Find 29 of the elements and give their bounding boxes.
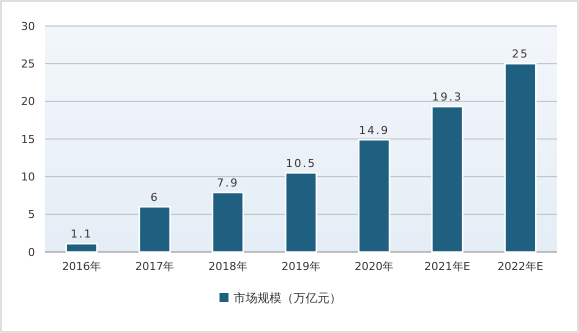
- y-tick-label: 20: [21, 95, 35, 108]
- bar: [504, 62, 537, 253]
- data-label: 10.5: [286, 156, 316, 170]
- bar: [284, 172, 318, 253]
- data-label: 7.9: [216, 176, 239, 190]
- bar: [431, 106, 464, 253]
- bar: [65, 242, 98, 253]
- data-label: 14.9: [358, 124, 390, 137]
- x-tick-label: 2017年: [135, 260, 174, 273]
- y-tick-label: 0: [28, 246, 35, 259]
- y-tick-label: 10: [21, 170, 35, 184]
- x-tick-label: 2019年: [282, 260, 320, 273]
- x-tick-label: 2021年E: [424, 260, 470, 273]
- y-tick-label: 5: [28, 208, 35, 222]
- bar: [138, 206, 171, 253]
- y-tick-label: 15: [21, 132, 35, 146]
- y-tick-label: 25: [21, 58, 35, 71]
- data-label: 25: [512, 48, 529, 61]
- x-tick-label: 2018年: [208, 260, 248, 273]
- data-label: 1.1: [70, 228, 93, 241]
- text: 市场规模（万亿元）: [234, 291, 342, 306]
- bar: [358, 139, 390, 253]
- x-tick-label: 2020年: [354, 260, 394, 273]
- bar: [212, 192, 244, 253]
- x-tick-label: 2016年: [62, 260, 102, 273]
- data-label: 19.3: [432, 90, 463, 104]
- x-tick-label: 2022年E: [497, 260, 544, 273]
- data-label: 6: [150, 190, 159, 204]
- y-tick-label: 30: [21, 20, 35, 33]
